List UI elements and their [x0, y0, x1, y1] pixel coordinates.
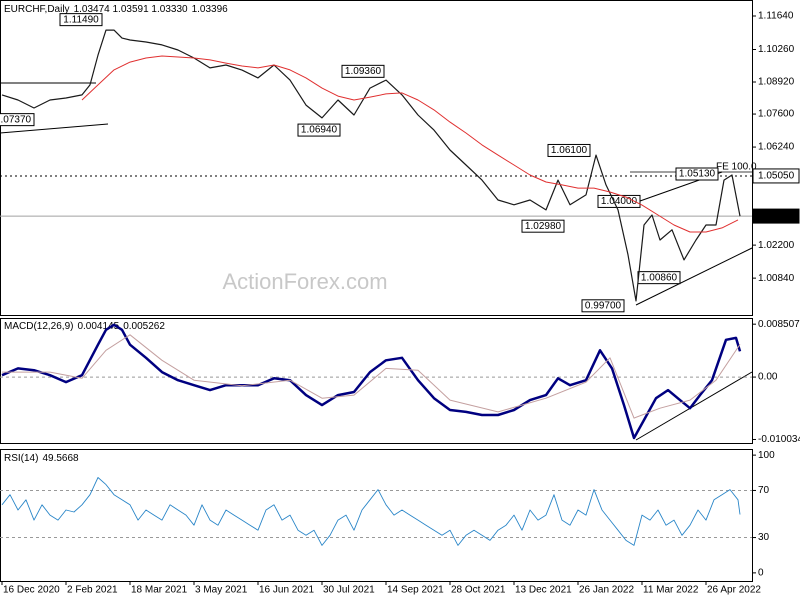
price-header: EURCHF,Daily 1.03474 1.03591 1.03330 1.033…	[4, 4, 228, 15]
fe-label: FE 100.0	[716, 162, 757, 173]
series-line	[1, 29, 741, 302]
series-line	[81, 55, 739, 233]
trend-line	[635, 247, 753, 306]
annotation-label: 1.06940	[301, 125, 338, 136]
annotation-label: 1.09360	[345, 66, 382, 77]
watermark: ActionForex.com	[222, 269, 387, 294]
price-tag	[752, 208, 800, 224]
x-tick-label: 11 Mar 2022	[643, 585, 699, 596]
macd-panel	[0, 318, 753, 444]
x-tick-label: 18 Mar 2021	[131, 585, 188, 596]
annotation-box	[521, 219, 565, 233]
annotation-label: 1.00860	[641, 272, 678, 283]
y-tick-label: 0.008507	[758, 319, 800, 330]
ohlc: 1.03474 1.03591 1.03330	[74, 4, 188, 15]
macd-header: MACD(12,26,9) 0.004145 0.005262	[4, 321, 165, 332]
annotation-label: 1.05130	[679, 169, 716, 180]
y-tick-label: 1.00840	[758, 273, 795, 284]
y-tick-label: 1.10260	[758, 44, 795, 55]
title: EURCHF,Daily	[4, 4, 70, 15]
y-tick-label: 70	[758, 485, 770, 496]
y-tick-label: 1.06240	[758, 142, 795, 153]
trend-line	[0, 123, 109, 134]
annotation-label: 1.11490	[63, 14, 99, 25]
annotation-label: 1.04000	[601, 196, 638, 207]
series-line	[1, 477, 741, 546]
y-tick-label: 100	[758, 450, 775, 461]
x-tick-label: 30 Jul 2021	[323, 585, 375, 596]
macd-last: 0.004145	[77, 321, 119, 332]
annotation-box	[59, 13, 103, 27]
annotation-label: 0.99700	[585, 300, 622, 311]
annotation-box	[297, 123, 341, 137]
annotation-box	[0, 113, 35, 127]
title: RSI(14)	[4, 453, 38, 464]
price-tag	[752, 168, 800, 184]
y-tick-label: 1.08920	[758, 77, 795, 88]
price-tag-label: 1.05050	[758, 171, 795, 182]
y-tick-label: 1.02200	[758, 240, 795, 251]
y-tick-label: -0.010034	[758, 434, 800, 445]
rsi-panel	[0, 449, 753, 582]
annotation-box	[581, 299, 625, 313]
annotation-label: 1.02980	[525, 221, 562, 232]
x-tick-label: 3 May 2021	[195, 585, 248, 596]
annotation-label: 1.06100	[551, 145, 588, 156]
annotation-label: 1.07370	[0, 114, 32, 125]
title: MACD(12,26,9)	[4, 321, 73, 332]
last-close: 1.03396	[192, 4, 229, 15]
annotation-box	[547, 143, 591, 157]
x-tick-label: 13 Dec 2021	[515, 585, 572, 596]
x-tick-label: 16 Jun 2021	[259, 585, 314, 596]
signal-last: 0.005262	[123, 321, 165, 332]
y-tick-label: 0	[758, 568, 764, 579]
rsi-header: RSI(14) 49.5668	[4, 453, 79, 464]
annotation-box	[675, 167, 719, 181]
series-line	[1, 323, 742, 440]
annotation-box	[341, 64, 385, 78]
x-tick-label: 26 Apr 2022	[707, 585, 761, 596]
price-panel	[0, 0, 753, 316]
x-tick-label: 14 Sep 2021	[387, 585, 444, 596]
y-tick-label: 0.00	[758, 372, 778, 383]
y-tick-label: 1.11640	[758, 11, 794, 22]
x-tick-label: 26 Jan 2022	[579, 585, 634, 596]
x-tick-label: 2 Feb 2021	[67, 585, 118, 596]
y-tick-label: 1.07600	[758, 109, 795, 120]
x-tick-label: 16 Dec 2020	[3, 585, 60, 596]
price-tag-label: 1.03396	[758, 211, 795, 222]
y-tick-label: 30	[758, 532, 770, 543]
trend-line	[635, 371, 753, 441]
series-line	[2, 334, 741, 419]
x-tick-label: 28 Oct 2021	[451, 585, 506, 596]
rsi-last: 49.5668	[42, 453, 79, 464]
